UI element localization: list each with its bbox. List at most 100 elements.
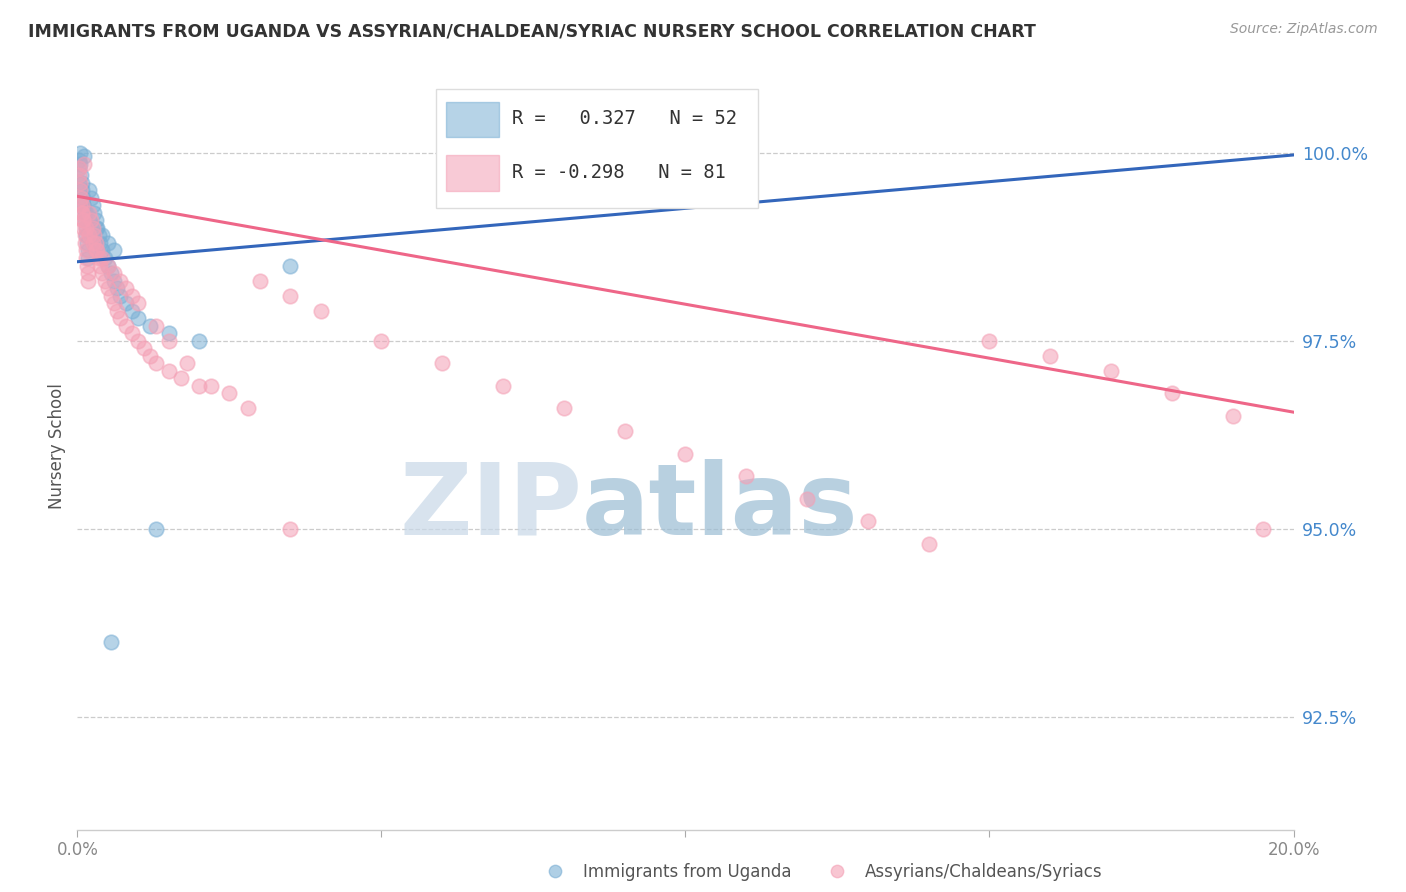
Point: [72, 198, 94, 212]
Point: [70, 191, 93, 205]
Point: [97, 259, 120, 273]
Point: [67, 161, 90, 175]
Point: [613, 424, 636, 438]
Point: [127, 334, 149, 348]
Point: [70, 206, 93, 220]
Point: [77, 251, 100, 265]
Point: [73, 206, 96, 220]
Point: [139, 349, 162, 363]
Point: [87, 251, 110, 265]
Point: [73, 149, 96, 163]
Text: atlas: atlas: [582, 458, 859, 556]
Point: [76, 259, 98, 273]
Point: [75, 228, 97, 243]
Point: [97, 259, 120, 273]
Point: [82, 235, 104, 250]
Point: [80, 213, 103, 227]
Point: [69, 145, 91, 160]
Y-axis label: Nursery School: Nursery School: [48, 383, 66, 509]
Point: [105, 281, 128, 295]
Point: [97, 235, 120, 250]
Point: [115, 318, 138, 333]
Point: [103, 244, 125, 258]
Point: [87, 228, 110, 243]
Point: [75, 235, 97, 250]
Point: [553, 401, 575, 416]
Point: [105, 303, 128, 318]
Point: [76, 266, 98, 280]
Point: [69, 198, 91, 212]
Point: [121, 303, 143, 318]
Point: [430, 356, 453, 370]
Point: [170, 371, 193, 385]
Point: [218, 386, 240, 401]
Point: [72, 220, 94, 235]
Point: [309, 303, 332, 318]
Point: [145, 318, 167, 333]
Point: [121, 288, 143, 302]
Point: [67, 153, 90, 168]
Point: [121, 326, 143, 341]
Point: [200, 379, 222, 393]
Point: [70, 168, 93, 182]
Point: [75, 220, 97, 235]
Point: [84, 235, 107, 250]
Point: [83, 206, 105, 220]
Text: IMMIGRANTS FROM UGANDA VS ASSYRIAN/CHALDEAN/SYRIAC NURSERY SCHOOL CORRELATION CH: IMMIGRANTS FROM UGANDA VS ASSYRIAN/CHALD…: [28, 22, 1036, 40]
Point: [103, 266, 125, 280]
Point: [80, 191, 103, 205]
Point: [278, 522, 301, 536]
Point: [82, 198, 104, 212]
Point: [83, 228, 105, 243]
Point: [918, 537, 941, 551]
Point: [90, 251, 112, 265]
Point: [979, 334, 1001, 348]
Point: [157, 326, 180, 341]
Point: [70, 176, 93, 190]
Point: [76, 244, 98, 258]
Text: Immigrants from Uganda: Immigrants from Uganda: [583, 863, 792, 881]
Point: [76, 235, 98, 250]
Point: [67, 161, 90, 175]
Point: [1161, 386, 1184, 401]
Point: [157, 334, 180, 348]
Point: [675, 446, 697, 460]
Point: [100, 288, 122, 302]
Point: [72, 191, 94, 205]
Point: [108, 274, 131, 288]
Point: [79, 183, 101, 197]
Point: [69, 183, 91, 197]
Point: [70, 183, 93, 197]
Point: [115, 296, 138, 310]
Point: [1251, 522, 1274, 536]
Point: [73, 157, 96, 171]
Text: R =   0.327   N = 52: R = 0.327 N = 52: [512, 109, 737, 128]
Point: [79, 228, 101, 243]
Point: [115, 281, 138, 295]
Point: [1039, 349, 1062, 363]
Point: [70, 198, 93, 212]
Point: [70, 206, 93, 220]
Point: [75, 206, 97, 220]
Point: [145, 356, 167, 370]
Point: [86, 220, 108, 235]
Point: [77, 274, 100, 288]
Point: [69, 157, 91, 171]
Point: [75, 213, 97, 227]
Point: [100, 634, 122, 648]
Point: [100, 266, 122, 280]
FancyBboxPatch shape: [446, 155, 499, 191]
Point: [79, 206, 101, 220]
Point: [278, 288, 301, 302]
Text: Assyrians/Chaldeans/Syriacs: Assyrians/Chaldeans/Syriacs: [865, 863, 1102, 881]
Point: [72, 213, 94, 227]
FancyBboxPatch shape: [446, 102, 499, 136]
Text: R = -0.298   N = 81: R = -0.298 N = 81: [512, 162, 725, 182]
Point: [75, 244, 97, 258]
Point: [1099, 364, 1122, 378]
Point: [93, 274, 115, 288]
Point: [93, 251, 115, 265]
Point: [796, 491, 818, 506]
Point: [127, 311, 149, 326]
Point: [103, 296, 125, 310]
